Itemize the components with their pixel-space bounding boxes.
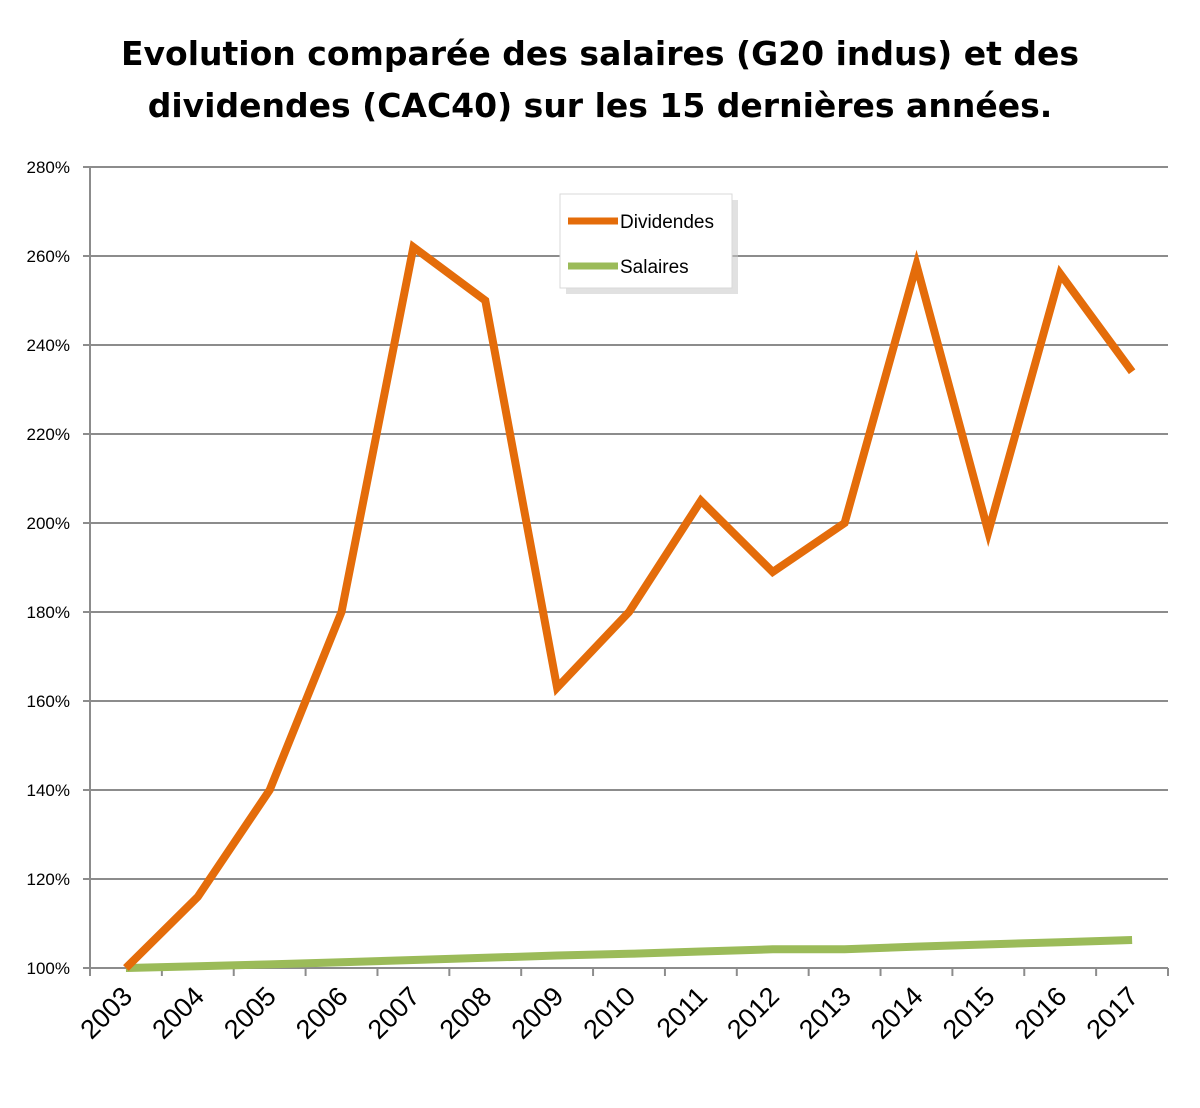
legend-label-salaires: Salaires	[620, 257, 689, 278]
x-tick-label: 2012	[721, 981, 785, 1045]
y-tick-label: 240%	[27, 336, 70, 355]
x-tick-label: 2007	[362, 981, 426, 1045]
x-axis-ticks: 2003 2004 2005 2006 2007 2008 2009 2010 2011 2012…	[74, 968, 1169, 1045]
legend-label-dividendes: Dividendes	[620, 212, 714, 233]
y-tick-label: 220%	[27, 425, 70, 444]
x-tick-label: 2017	[1081, 981, 1145, 1045]
legend-box	[559, 193, 733, 289]
y-tick-label: 180%	[27, 603, 70, 622]
series-line-dividendes	[123, 240, 1136, 971]
x-tick-label: 2009	[506, 981, 570, 1045]
x-tick-label: 2014	[865, 981, 929, 1045]
y-tick-label: 120%	[27, 870, 70, 889]
chart-title-line-1: Evolution comparée des salaires (G20 ind…	[120, 34, 1080, 73]
chart-title-line-2: dividendes (CAC40) sur les 15 dernières …	[147, 86, 1053, 125]
y-tick-label: 200%	[27, 514, 70, 533]
x-tick-label: 2006	[290, 981, 354, 1045]
legend: Dividendes Salaires	[559, 193, 738, 294]
x-tick-label: 2005	[218, 981, 282, 1045]
x-tick-label: 2016	[1009, 981, 1073, 1045]
y-tick-label: 280%	[27, 158, 70, 177]
x-tick-label: 2010	[578, 981, 642, 1045]
series-lines	[123, 240, 1136, 972]
x-tick-label: 2013	[793, 981, 857, 1045]
x-tick-label: 2015	[937, 981, 1001, 1045]
x-tick-label: 2004	[146, 981, 210, 1045]
y-tick-label: 100%	[27, 959, 70, 978]
chart-title: Evolution comparée des salaires (G20 ind…	[0, 28, 1200, 132]
x-tick-label: 2008	[434, 981, 498, 1045]
y-axis-ticks: 100% 120% 140% 160% 180% 200% 220% 240% 260% 280%	[27, 158, 90, 978]
y-tick-label: 260%	[27, 247, 70, 266]
y-tick-label: 140%	[27, 781, 70, 800]
x-tick-label: 2003	[74, 981, 138, 1045]
y-tick-label: 160%	[27, 692, 70, 711]
x-tick-label: 2011	[651, 981, 713, 1043]
series-line-salaires	[125, 936, 1133, 972]
